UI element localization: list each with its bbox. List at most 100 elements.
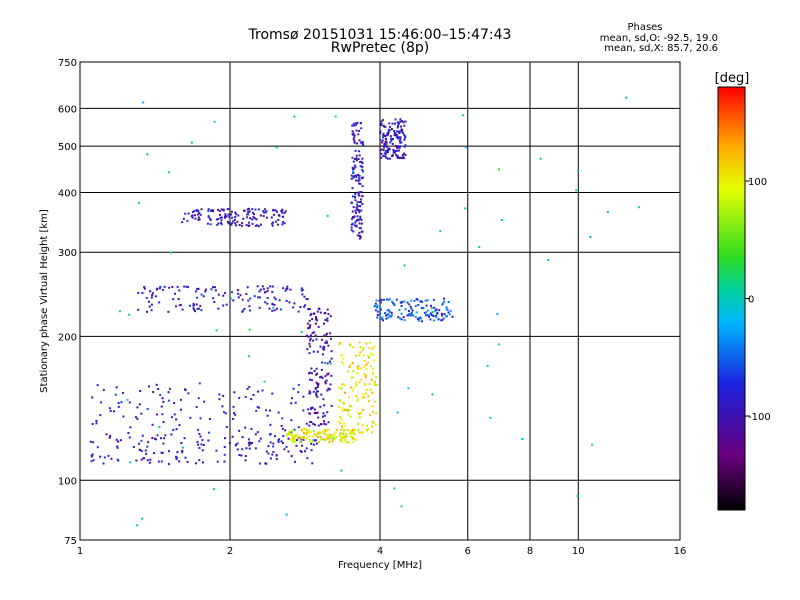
data-point: [397, 121, 400, 124]
data-point: [350, 223, 353, 226]
data-point: [313, 408, 316, 411]
data-point: [425, 314, 428, 317]
data-point: [273, 303, 276, 306]
data-point: [128, 401, 131, 404]
data-point: [317, 440, 320, 443]
data-point: [264, 301, 267, 304]
data-point: [395, 154, 398, 157]
data-point: [155, 438, 158, 441]
data-point: [402, 316, 405, 319]
data-point: [162, 400, 165, 403]
data-point: [271, 224, 274, 227]
data-point: [311, 440, 314, 443]
data-point: [389, 135, 392, 138]
data-point: [95, 419, 98, 422]
data-point: [278, 214, 281, 217]
data-point: [440, 319, 443, 322]
data-point: [354, 199, 357, 202]
data-point: [152, 390, 155, 393]
data-point: [350, 229, 353, 232]
data-point: [308, 352, 311, 355]
data-point: [309, 314, 312, 317]
data-point: [418, 317, 421, 320]
data-point: [350, 405, 353, 408]
data-point: [387, 313, 390, 316]
data-point: [441, 303, 444, 306]
data-point: [284, 429, 287, 432]
data-point: [361, 142, 364, 145]
data-point: [222, 304, 225, 307]
data-point: [341, 409, 344, 412]
data-point: [327, 372, 330, 375]
data-point: [355, 154, 358, 157]
data-point: [358, 139, 361, 142]
data-point: [360, 411, 363, 414]
x-tick-label: 4: [377, 546, 383, 557]
data-point: [162, 437, 165, 440]
data-point: [238, 429, 241, 432]
data-point: [358, 354, 361, 357]
data-point: [261, 389, 264, 392]
data-point: [274, 298, 277, 301]
data-point: [385, 141, 388, 144]
data-point: [243, 209, 246, 212]
data-point: [317, 416, 320, 419]
data-point: [329, 315, 332, 318]
data-point: [359, 190, 362, 193]
data-point: [208, 217, 211, 220]
data-point: [256, 405, 259, 408]
data-point: [341, 407, 344, 410]
data-point: [385, 134, 388, 137]
data-point: [289, 438, 292, 441]
data-point: [386, 298, 389, 301]
data-point: [207, 431, 210, 434]
data-point: [150, 303, 153, 306]
data-point: [324, 318, 327, 321]
data-point: [289, 288, 292, 291]
data-point: [284, 289, 287, 292]
data-point: [218, 210, 221, 213]
data-point: [379, 301, 382, 304]
data-point: [168, 450, 171, 453]
data-point: [266, 414, 269, 417]
data-point: [351, 362, 354, 365]
data-point: [358, 237, 361, 240]
data-point: [192, 302, 195, 305]
data-point: [385, 314, 388, 317]
data-point: [281, 223, 284, 226]
data-point: [271, 309, 274, 312]
y-tick-label: 600: [58, 104, 77, 115]
data-point: [428, 315, 431, 318]
data-point: [420, 320, 423, 323]
colorbar: [717, 86, 746, 511]
data-point: [244, 395, 247, 398]
data-point: [286, 285, 289, 288]
data-point: [277, 218, 280, 221]
data-point: [195, 462, 198, 465]
data-point: [335, 428, 338, 431]
data-point: [340, 437, 343, 440]
data-point: [315, 392, 318, 395]
data-point: [143, 287, 146, 290]
data-point: [344, 391, 347, 394]
data-point: [147, 300, 150, 303]
data-point: [95, 422, 98, 425]
data-point: [92, 459, 95, 462]
data-point: [370, 365, 373, 368]
data-point: [183, 437, 186, 440]
data-point: [312, 422, 315, 425]
data-point: [451, 315, 454, 318]
data-point: [308, 378, 311, 381]
data-point: [167, 463, 170, 466]
data-point: [351, 437, 354, 440]
data-point: [340, 428, 343, 431]
data-point: [325, 340, 328, 343]
data-point: [319, 438, 322, 441]
data-point: [237, 296, 240, 299]
data-point: [231, 417, 234, 420]
data-point: [358, 235, 361, 238]
data-point: [308, 326, 311, 329]
data-point: [325, 379, 328, 382]
data-point: [175, 428, 178, 431]
data-point: [410, 307, 413, 310]
